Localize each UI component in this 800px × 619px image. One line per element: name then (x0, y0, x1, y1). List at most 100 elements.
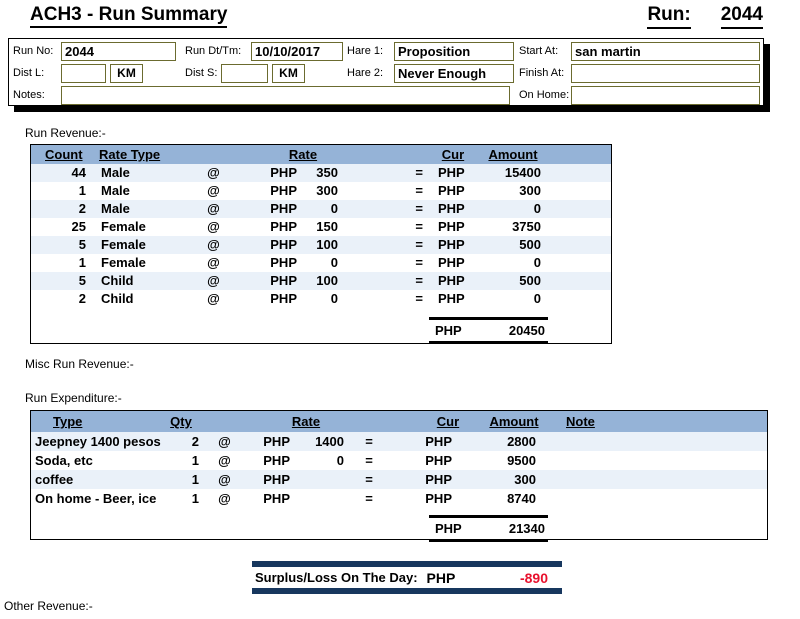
at-symbol-cell: @ (207, 273, 220, 288)
hare1-input[interactable] (394, 42, 514, 61)
revenue-row: 5 Female @ PHP 100 = PHP 500 (31, 236, 611, 254)
rate-cell: 0 (330, 201, 338, 216)
currency-cell: PHP (270, 255, 297, 270)
hare2-input[interactable] (394, 64, 514, 83)
rate-cell: 300 (316, 183, 338, 198)
note-cell (536, 489, 767, 508)
equals-cell: = (415, 183, 423, 198)
start-at-input[interactable] (571, 42, 760, 61)
currency-cell: PHP (270, 201, 297, 216)
at-symbol-cell: @ (207, 255, 220, 270)
currency-cell: PHP (270, 273, 297, 288)
revenue-row: 25 Female @ PHP 150 = PHP 3750 (31, 218, 611, 236)
currency-cell: PHP (438, 255, 465, 270)
revenue-row: 2 Male @ PHP 0 = PHP 0 (31, 200, 611, 218)
revenue-header-count: Count (45, 147, 83, 162)
rate-type-cell: Female (101, 219, 146, 234)
other-revenue-section-label: Other Revenue:- (4, 599, 93, 613)
currency-cell: PHP (438, 183, 465, 198)
rate-type-cell: Male (101, 183, 130, 198)
type-cell: On home - Beer, ice (35, 491, 157, 506)
rate-type-cell: Female (101, 255, 146, 270)
note-cell (536, 470, 767, 489)
equals-cell: = (415, 165, 423, 180)
hare1-label: Hare 1: (347, 45, 384, 57)
qty-cell: 1 (191, 472, 199, 487)
dist-l-input[interactable] (61, 64, 106, 83)
count-cell: 25 (71, 219, 86, 234)
surplus-amount: -890 (519, 569, 548, 586)
hare2-label: Hare 2: (347, 67, 384, 79)
run-date-input[interactable] (251, 42, 343, 61)
expenditure-section-label: Run Expenditure:- (25, 391, 122, 405)
amount-cell: 0 (533, 255, 541, 270)
currency-cell: PHP (438, 165, 465, 180)
revenue-header-amount: Amount (488, 147, 538, 162)
revenue-table-header: Count Rate Type Rate Cur Amount (31, 145, 611, 164)
surplus-label: Surplus/Loss On The Day: (255, 570, 418, 585)
note-cell (536, 451, 767, 470)
dist-l-km-unit: KM (110, 64, 143, 83)
run-no-label: Run No: (13, 45, 54, 57)
amount-cell: 0 (533, 291, 541, 306)
currency-cell: PHP (425, 453, 452, 468)
expenditure-row: On home - Beer, ice 1 @ PHP = PHP 8740 (31, 489, 767, 508)
finish-at-input[interactable] (571, 64, 760, 83)
notes-input[interactable] (61, 86, 510, 105)
count-cell: 5 (78, 237, 86, 252)
revenue-header-rate-type: Rate Type (99, 147, 161, 162)
rate-cell: 0 (330, 291, 338, 306)
expenditure-total: PHP 21340 (429, 515, 548, 542)
rate-type-cell: Child (101, 291, 134, 306)
currency-cell: PHP (263, 434, 290, 449)
expenditure-header-rate: Rate (291, 414, 321, 429)
equals-cell: = (365, 491, 373, 506)
surplus-banner: Surplus/Loss On The Day: PHP -890 (252, 561, 562, 594)
currency-cell: PHP (263, 453, 290, 468)
rate-cell: 350 (316, 165, 338, 180)
page-title: ACH3 - Run Summary (30, 4, 228, 28)
revenue-header-cur: Cur (441, 147, 465, 162)
at-symbol-cell: @ (207, 183, 220, 198)
at-symbol-cell: @ (207, 291, 220, 306)
type-cell: Soda, etc (35, 453, 93, 468)
revenue-row: 1 Female @ PHP 0 = PHP 0 (31, 254, 611, 272)
currency-cell: PHP (438, 201, 465, 216)
qty-cell: 1 (191, 491, 199, 506)
run-no-input[interactable] (61, 42, 176, 61)
type-cell: coffee (35, 472, 74, 487)
count-cell: 1 (78, 255, 86, 270)
rate-cell: 100 (316, 237, 338, 252)
currency-cell: PHP (270, 237, 297, 252)
revenue-total: PHP 20450 (429, 317, 548, 344)
finish-at-label: Finish At: (519, 67, 565, 79)
currency-cell: PHP (270, 183, 297, 198)
rate-cell: 1400 (315, 434, 344, 449)
surplus-currency: PHP (426, 569, 456, 586)
amount-cell: 9500 (507, 453, 536, 468)
on-home-input[interactable] (571, 86, 760, 105)
expenditure-row: coffee 1 @ PHP = PHP 300 (31, 470, 767, 489)
revenue-section-label: Run Revenue:- (25, 126, 106, 140)
on-home-label: On Home: (519, 89, 570, 101)
equals-cell: = (415, 291, 423, 306)
rate-cell: 0 (336, 453, 344, 468)
currency-cell: PHP (263, 472, 290, 487)
currency-cell: PHP (425, 434, 452, 449)
start-at-label: Start At: (519, 45, 559, 57)
dist-s-input[interactable] (221, 64, 268, 83)
at-symbol-cell: @ (218, 434, 231, 449)
surplus-content: Surplus/Loss On The Day: PHP -890 (252, 567, 562, 588)
count-cell: 1 (78, 183, 86, 198)
expenditure-table-header: Type Qty Rate Cur Amount Note (31, 411, 767, 432)
amount-cell: 3750 (512, 219, 541, 234)
amount-cell: 2800 (507, 434, 536, 449)
revenue-header-rate: Rate (288, 147, 318, 162)
revenue-total-amount: 20450 (508, 323, 545, 338)
equals-cell: = (415, 219, 423, 234)
at-symbol-cell: @ (218, 453, 231, 468)
revenue-rows: 44 Male @ PHP 350 = PHP 15400 1 Male @ P… (31, 164, 611, 308)
misc-revenue-section-label: Misc Run Revenue:- (25, 357, 134, 371)
note-cell (536, 432, 767, 451)
